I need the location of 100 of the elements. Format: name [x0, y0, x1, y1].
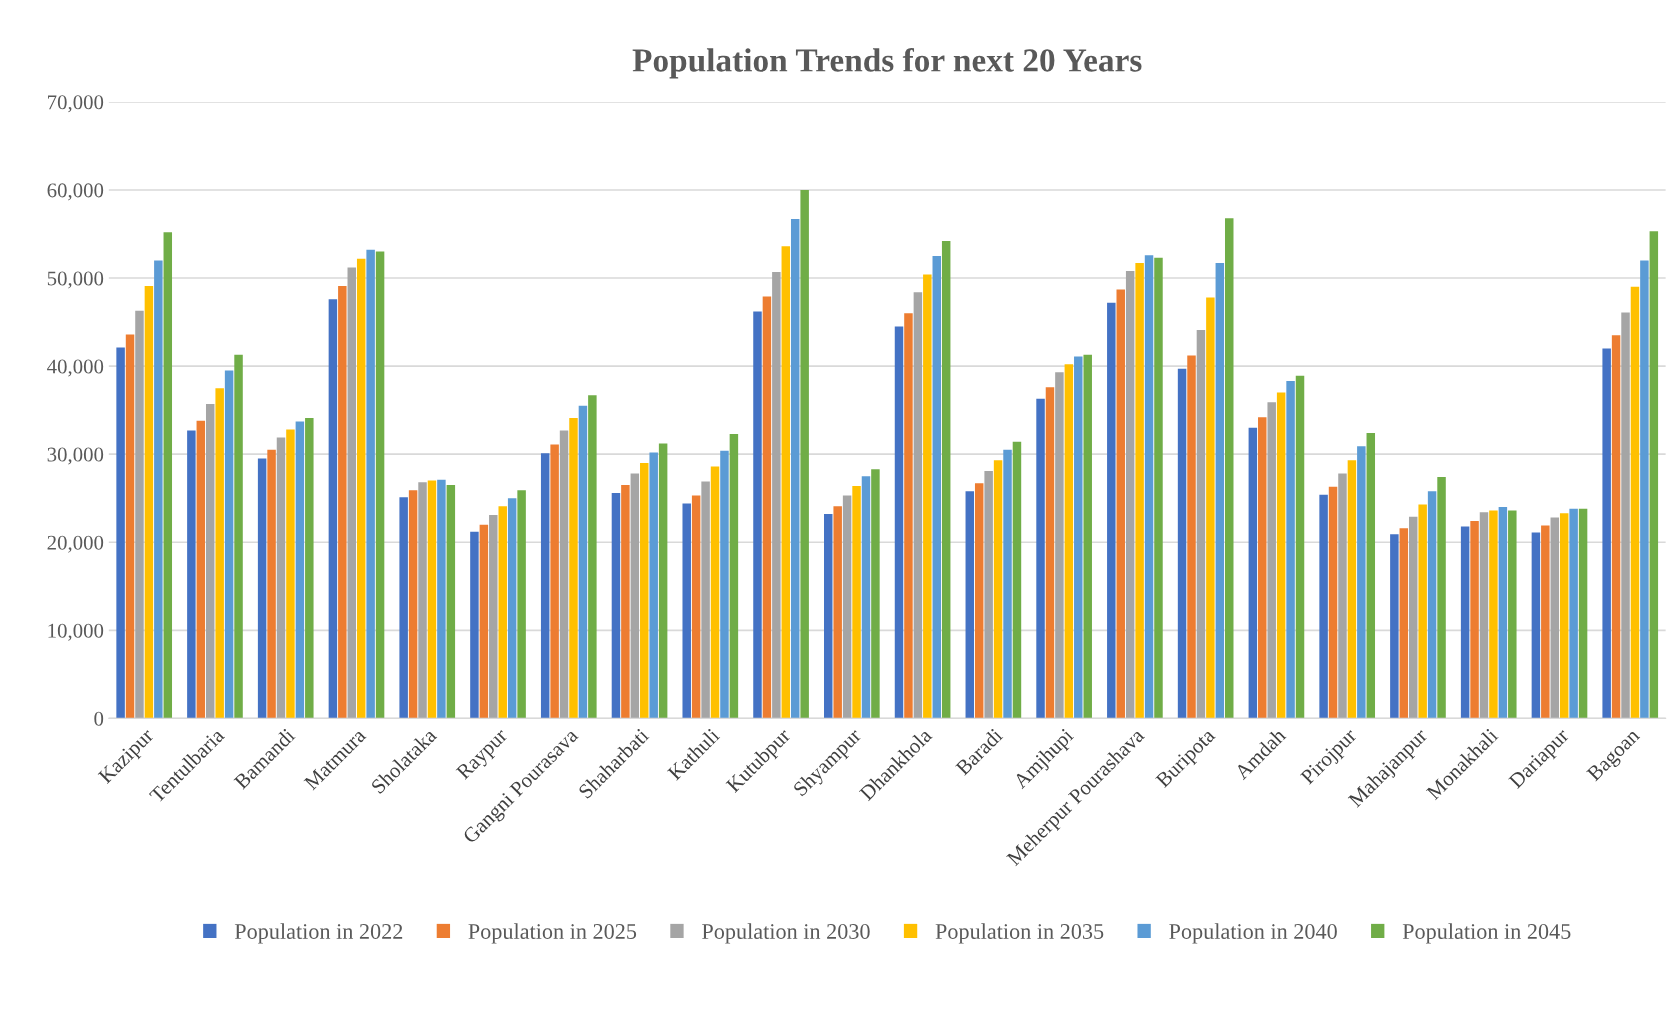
- bar: [894, 326, 904, 719]
- bar: [144, 285, 154, 719]
- bar: [1418, 504, 1427, 719]
- bar: [295, 421, 305, 719]
- bar: [640, 462, 649, 719]
- bar: [691, 495, 701, 719]
- bar: [1578, 508, 1588, 719]
- bar: [658, 443, 668, 719]
- bar: [408, 490, 418, 719]
- bar: [366, 249, 375, 719]
- bar: [437, 479, 446, 719]
- bar: [1144, 255, 1154, 719]
- bar: [1489, 510, 1498, 719]
- y-tick-label: 30,000: [47, 447, 104, 465]
- bar: [1399, 528, 1409, 719]
- bar: [1003, 449, 1012, 719]
- bar: [399, 497, 408, 719]
- y-tick-label: 60,000: [47, 183, 104, 201]
- bar: [286, 429, 295, 719]
- bar: [479, 524, 489, 719]
- bar: [135, 310, 144, 719]
- bar: [234, 354, 243, 719]
- bar: [852, 485, 861, 719]
- legend-label: Population in 2025: [468, 923, 637, 944]
- bar: [842, 495, 852, 719]
- bar: [1649, 231, 1659, 719]
- bar: [833, 506, 842, 719]
- bar: [154, 260, 163, 719]
- bar: [1531, 532, 1541, 719]
- bar: [517, 490, 526, 719]
- legend-label: Population in 2035: [935, 923, 1104, 944]
- bar: [1559, 513, 1569, 719]
- bar: [710, 466, 720, 719]
- bar: [1107, 302, 1116, 719]
- bar: [1621, 312, 1630, 719]
- bar: [328, 299, 338, 719]
- bar: [338, 285, 347, 719]
- y-tick-label: 10,000: [48, 623, 104, 641]
- bar: [682, 503, 691, 719]
- y-tick-label: 50,000: [47, 271, 104, 289]
- bar: [1064, 364, 1074, 719]
- bar: [1125, 271, 1135, 719]
- bar: [1036, 398, 1045, 719]
- bar: [1541, 525, 1550, 719]
- bar: [1498, 507, 1508, 719]
- bar: [588, 395, 597, 719]
- y-tick-label: 40,000: [47, 359, 104, 377]
- bar: [1357, 446, 1366, 719]
- bar: [781, 246, 791, 719]
- bar: [224, 370, 234, 719]
- bar: [1550, 517, 1560, 719]
- bar: [1328, 486, 1338, 719]
- bar: [470, 531, 479, 719]
- bar: [790, 219, 800, 719]
- bar: [984, 470, 993, 719]
- bar: [276, 437, 286, 719]
- bar: [1154, 257, 1163, 719]
- bar: [550, 444, 559, 719]
- bar: [215, 388, 224, 719]
- bar: [1569, 508, 1578, 719]
- bar: [1640, 260, 1649, 719]
- bar: [489, 514, 498, 719]
- bar: [1225, 218, 1234, 719]
- bar: [974, 483, 984, 719]
- bar: [941, 241, 951, 719]
- bar: [1116, 289, 1125, 719]
- bar: [427, 480, 437, 719]
- bar: [1630, 286, 1640, 719]
- bar: [753, 311, 762, 719]
- bar: [125, 334, 135, 719]
- bar: [1206, 297, 1215, 719]
- bar: [1460, 526, 1470, 719]
- bar: [257, 458, 267, 719]
- bar: [824, 514, 833, 719]
- bar: [305, 418, 314, 719]
- legend-label: Population in 2022: [234, 923, 403, 944]
- bar: [965, 491, 975, 719]
- bar: [559, 430, 569, 719]
- bar: [1286, 381, 1295, 719]
- chart-title: Population Trends for next 20 Years: [632, 47, 1142, 79]
- bar: [871, 469, 880, 719]
- bar: [720, 450, 729, 719]
- bar: [649, 452, 658, 719]
- bar: [1427, 491, 1437, 719]
- bar: [1258, 417, 1267, 719]
- bar: [1508, 510, 1517, 719]
- bar: [993, 460, 1003, 719]
- bar: [1135, 263, 1144, 719]
- bar: [205, 403, 215, 719]
- y-tick-label: 20,000: [47, 535, 104, 553]
- bar: [923, 274, 932, 719]
- bar: [1074, 356, 1083, 719]
- bar: [498, 506, 507, 719]
- bar: [1437, 477, 1446, 719]
- y-tick-label: 0: [94, 711, 104, 726]
- bar: [1055, 372, 1064, 719]
- bar: [904, 313, 913, 719]
- bar: [1276, 392, 1286, 719]
- legend-label: Population in 2045: [1402, 923, 1571, 944]
- bar: [1470, 521, 1479, 719]
